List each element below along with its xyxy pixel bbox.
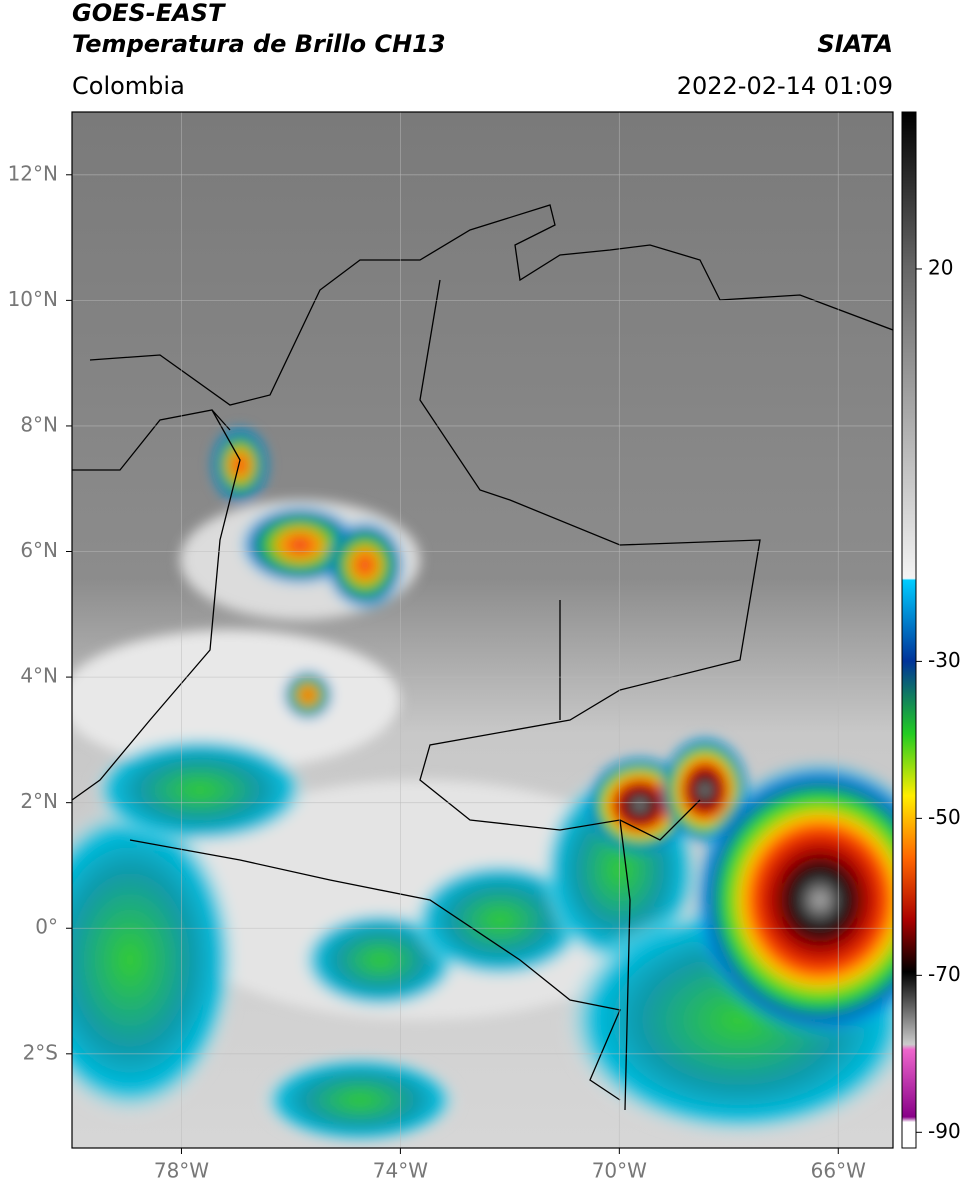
y-tick-label: 0°	[35, 915, 58, 939]
y-tick-label: 10°N	[8, 287, 58, 311]
title: GOES-EAST	[72, 0, 226, 27]
colorbar	[901, 111, 917, 1149]
y-tick-label: 2°N	[20, 789, 58, 813]
colorbar-tick-label: -90	[928, 1119, 961, 1143]
x-tick-label: 70°W	[592, 1159, 647, 1183]
datetime: 2022-02-14 01:09	[677, 72, 893, 100]
y-tick-label: 8°N	[20, 412, 58, 436]
y-tick-label: 12°N	[8, 161, 58, 185]
colorbar-tick-label: -70	[928, 962, 961, 986]
x-tick-label: 66°W	[811, 1159, 866, 1183]
colorbar-tick-label: -30	[928, 648, 961, 672]
y-tick-label: 6°N	[20, 538, 58, 562]
x-tick-label: 74°W	[373, 1159, 428, 1183]
y-tick-label: 2°S	[23, 1040, 58, 1064]
colorbar-tick-label: 20	[928, 255, 953, 279]
y-tick-label: 4°N	[20, 664, 58, 688]
source: SIATA	[817, 30, 893, 58]
satellite-image	[72, 112, 893, 1148]
colorbar-tick-label: -50	[928, 805, 961, 829]
map-frame	[71, 111, 894, 1149]
x-tick-label: 78°W	[154, 1159, 209, 1183]
subtitle: Temperatura de Brillo CH13	[72, 30, 446, 58]
region: Colombia	[72, 72, 185, 100]
